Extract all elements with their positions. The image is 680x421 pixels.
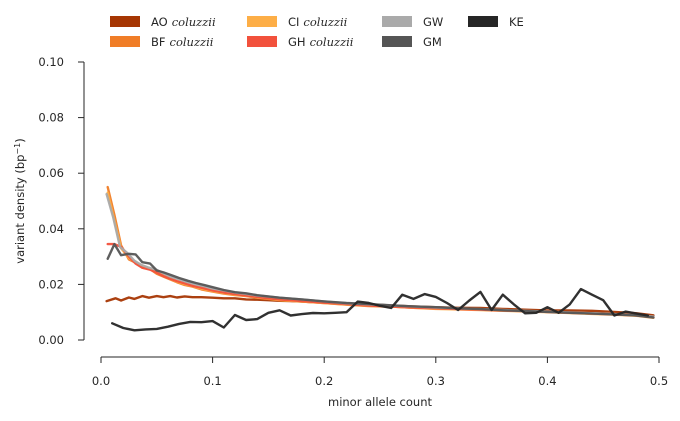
x-tick-label: 0.5 (650, 374, 668, 388)
legend-label-ao: AO coluzzii (151, 15, 216, 29)
x-tick-label: 0.4 (538, 374, 556, 388)
legend-swatch-ao (110, 16, 140, 27)
y-tick-label: 0.08 (38, 111, 64, 125)
x-axis: 0.0 0.1 0.2 0.3 0.4 0.5 (92, 356, 668, 388)
series-line-gw (105, 192, 655, 318)
legend-swatch-ci (247, 16, 277, 27)
x-tick-label: 0.3 (427, 374, 445, 388)
y-tick-label: 0.10 (38, 55, 64, 69)
legend-swatch-bf (110, 36, 140, 47)
legend-swatch-gm (382, 36, 412, 47)
legend-swatch-gh (247, 36, 277, 47)
y-axis-label-superscript: −1 (13, 143, 22, 155)
series-line-ke (110, 287, 649, 332)
y-tick-label: 0.04 (38, 222, 64, 236)
legend-label-ci: CI coluzzii (288, 15, 348, 29)
series-line-ci (106, 191, 655, 319)
x-tick-label: 0.2 (315, 374, 333, 388)
plot-area (105, 185, 655, 332)
x-axis-label: minor allele count (328, 395, 432, 409)
legend: AO coluzzii BF coluzzii CI coluzzii GH coluzzii… (110, 15, 524, 49)
y-axis-label-close: ) (13, 138, 27, 143)
y-axis-label-main: variant density (bp (13, 155, 27, 264)
legend-swatch-gw (382, 16, 412, 27)
y-tick-label: 0.02 (38, 277, 64, 291)
legend-label-gw: GW (423, 15, 443, 29)
x-tick-label: 0.0 (92, 374, 110, 388)
x-tick-label: 0.1 (203, 374, 221, 388)
legend-label-ke: KE (509, 15, 524, 29)
legend-label-gm: GM (423, 35, 442, 49)
y-tick-label: 0.00 (38, 333, 64, 347)
y-tick-label: 0.06 (38, 166, 64, 180)
y-axis-label: variant density (bp−1) (13, 138, 28, 263)
legend-swatch-ke (468, 16, 498, 27)
y-axis: 0.00 0.02 0.04 0.06 0.08 0.10 (38, 55, 85, 347)
legend-label-bf: BF coluzzii (151, 35, 214, 49)
legend-label-gh: GH coluzzii (288, 35, 354, 49)
